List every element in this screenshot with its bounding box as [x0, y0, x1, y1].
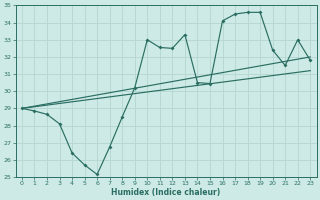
X-axis label: Humidex (Indice chaleur): Humidex (Indice chaleur): [111, 188, 221, 197]
